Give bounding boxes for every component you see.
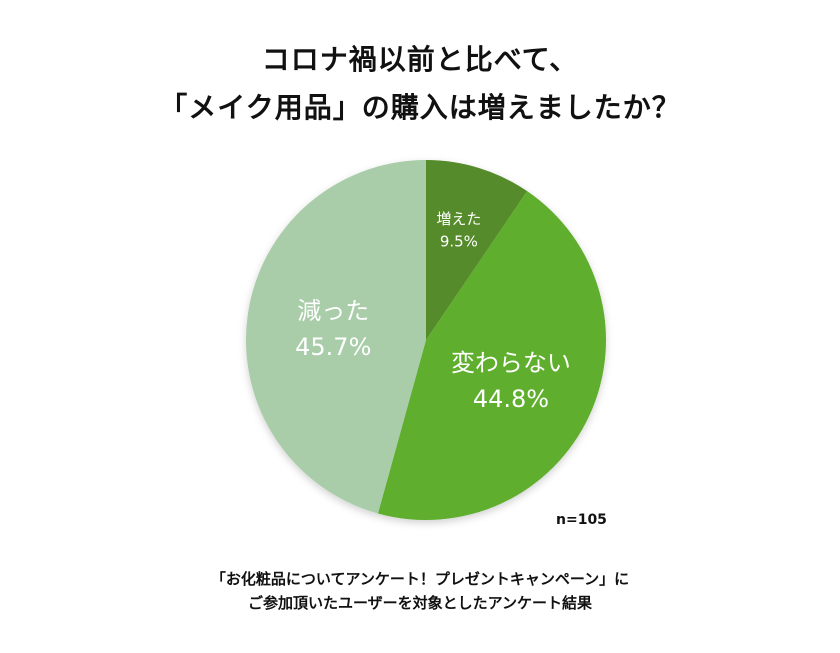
slice-value-label: 45.7%: [295, 333, 371, 361]
sample-size-annotation: n=105: [556, 512, 607, 528]
pie-slice-1: [377, 191, 607, 521]
slice-value-label: 9.5%: [440, 232, 478, 250]
slice-label: 増えた: [436, 210, 481, 228]
slice-label: 減った: [297, 297, 369, 325]
pie-slice-0: [426, 160, 528, 340]
slice-value-label: 44.8%: [473, 385, 549, 413]
chart-title-line-1: コロナ禍以前と比べて、: [261, 43, 579, 76]
slice-label: 変わらない: [451, 349, 571, 377]
footnote-line-2: ご参加頂いたユーザーを対象としたアンケート結果: [247, 594, 593, 612]
footnote-line-1: 「お化粧品についてアンケート！プレゼントキャンペーン」に: [210, 570, 630, 588]
chart-title-line-2: 「メイク用品」の購入は増えましたか？: [159, 91, 681, 124]
pie-slice-2: [245, 160, 426, 514]
